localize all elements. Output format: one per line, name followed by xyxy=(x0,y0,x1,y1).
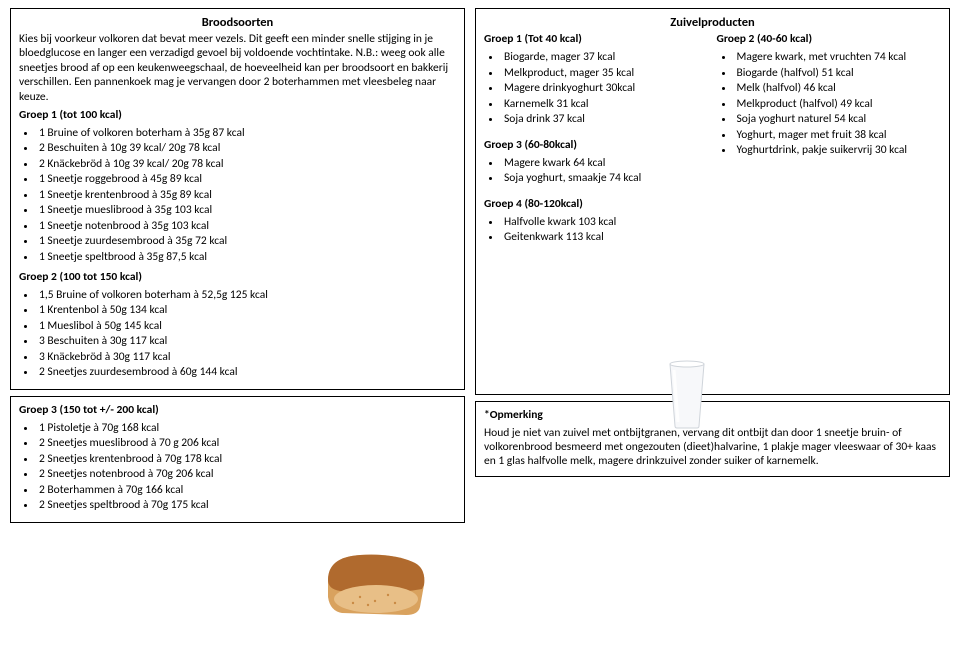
dairy-right-col: Groep 2 (40-60 kcal) Magere kwark, met v… xyxy=(717,32,942,246)
list-item: 1 Pistoletje à 70g 168 kcal xyxy=(37,421,456,437)
bread-g2-head: Groep 2 (100 tot 150 kcal) xyxy=(19,270,456,284)
list-item: 1 Sneetje mueslibrood à 35g 103 kcal xyxy=(37,203,456,219)
list-item: 2 Sneetjes zuurdesembrood à 60g 144 kcal xyxy=(37,365,456,381)
list-item: 2 Sneetjes notenbrood à 70g 206 kcal xyxy=(37,467,456,483)
list-item: Magere kwark 64 kcal xyxy=(502,156,709,172)
list-item: 3 Knäckebröd à 30g 117 kcal xyxy=(37,350,456,366)
list-item: 2 Sneetjes mueslibrood à 70 g 206 kcal xyxy=(37,436,456,452)
list-item: 1,5 Bruine of volkoren boterham à 52,5g … xyxy=(37,288,456,304)
list-item: 1 Sneetje zuurdesembrood à 35g 72 kcal xyxy=(37,234,456,250)
list-item: Soja yoghurt, smaakje 74 kcal xyxy=(502,171,709,187)
dairy-column: Zuivelproducten Groep 1 (Tot 40 kcal) Bi… xyxy=(475,8,950,523)
dairy-g3-head: Groep 3 (60-80kcal) xyxy=(484,138,709,152)
dairy-row: Groep 1 (Tot 40 kcal) Biogarde, mager 37… xyxy=(484,32,941,246)
bread-column: Broodsoorten Kies bij voorkeur volkoren … xyxy=(10,8,465,523)
dairy-g2-list: Magere kwark, met vruchten 74 kcal Bioga… xyxy=(717,50,942,159)
dairy-g4-head: Groep 4 (80-120kcal) xyxy=(484,197,709,211)
list-item: Biogarde (halfvol) 51 kcal xyxy=(735,66,942,82)
bread-g3-head: Groep 3 (150 tot +/- 200 kcal) xyxy=(19,403,456,417)
dairy-g3-list: Magere kwark 64 kcal Soja yoghurt, smaak… xyxy=(484,156,709,187)
list-item: 2 Sneetjes krentenbrood à 70g 178 kcal xyxy=(37,452,456,468)
bread-slice-icon xyxy=(320,545,430,620)
dairy-title: Zuivelproducten xyxy=(484,15,941,30)
list-item: 1 Bruine of volkoren boterham à 35g 87 k… xyxy=(37,126,456,142)
note-box: *Opmerking Houd je niet van zuivel met o… xyxy=(475,401,950,477)
list-item: 1 Mueslibol à 50g 145 kcal xyxy=(37,319,456,335)
list-item: 3 Beschuiten à 30g 117 kcal xyxy=(37,334,456,350)
list-item: 1 Sneetje krentenbrood à 35g 89 kcal xyxy=(37,188,456,204)
list-item: Soja drink 37 kcal xyxy=(502,112,709,128)
dairy-box: Zuivelproducten Groep 1 (Tot 40 kcal) Bi… xyxy=(475,8,950,395)
list-item: 2 Beschuiten à 10g 39 kcal/ 20g 78 kcal xyxy=(37,141,456,157)
dairy-g1-head: Groep 1 (Tot 40 kcal) xyxy=(484,32,709,46)
bread-g1-list: 1 Bruine of volkoren boterham à 35g 87 k… xyxy=(19,126,456,266)
dairy-g2-head: Groep 2 (40-60 kcal) xyxy=(717,32,942,46)
bread-intro: Kies bij voorkeur volkoren dat bevat mee… xyxy=(19,32,456,104)
list-item: Magere kwark, met vruchten 74 kcal xyxy=(735,50,942,66)
note-head: *Opmerking xyxy=(484,408,941,422)
list-item: Yoghurtdrink, pakje suikervrij 30 kcal xyxy=(735,143,942,159)
list-item: 2 Knäckebröd à 10g 39 kcal/ 20g 78 kcal xyxy=(37,157,456,173)
page: Broodsoorten Kies bij voorkeur volkoren … xyxy=(10,8,950,523)
list-item: Soja yoghurt naturel 54 kcal xyxy=(735,112,942,128)
list-item: Yoghurt, mager met fruit 38 kcal xyxy=(735,128,942,144)
list-item: Melk (halfvol) 46 kcal xyxy=(735,81,942,97)
list-item: 1 Sneetje notenbrood à 35g 103 kcal xyxy=(37,219,456,235)
note-text: Houd je niet van zuivel met ontbijtgrane… xyxy=(484,426,941,468)
bread-g3-list: 1 Pistoletje à 70g 168 kcal 2 Sneetjes m… xyxy=(19,421,456,514)
dairy-left-col: Groep 1 (Tot 40 kcal) Biogarde, mager 37… xyxy=(484,32,709,246)
list-item: Halfvolle kwark 103 kcal xyxy=(502,215,709,231)
bread-box-1: Broodsoorten Kies bij voorkeur volkoren … xyxy=(10,8,465,390)
list-item: Biogarde, mager 37 kcal xyxy=(502,50,709,66)
list-item: Melkproduct (halfvol) 49 kcal xyxy=(735,97,942,113)
list-item: Magere drinkyoghurt 30kcal xyxy=(502,81,709,97)
list-item: 1 Krentenbol à 50g 134 kcal xyxy=(37,303,456,319)
bread-g2-list: 1,5 Bruine of volkoren boterham à 52,5g … xyxy=(19,288,456,381)
bread-g1-head: Groep 1 (tot 100 kcal) xyxy=(19,108,456,122)
dairy-g4-list: Halfvolle kwark 103 kcal Geitenkwark 113… xyxy=(484,215,709,246)
list-item: Geitenkwark 113 kcal xyxy=(502,230,709,246)
list-item: 1 Sneetje speltbrood à 35g 87,5 kcal xyxy=(37,250,456,266)
list-item: Karnemelk 31 kcal xyxy=(502,97,709,113)
list-item: 1 Sneetje roggebrood à 45g 89 kcal xyxy=(37,172,456,188)
list-item: 2 Boterhammen à 70g 166 kcal xyxy=(37,483,456,499)
bread-title: Broodsoorten xyxy=(19,15,456,30)
list-item: 2 Sneetjes speltbrood à 70g 175 kcal xyxy=(37,498,456,514)
dairy-g1-list: Biogarde, mager 37 kcal Melkproduct, mag… xyxy=(484,50,709,128)
list-item: Melkproduct, mager 35 kcal xyxy=(502,66,709,82)
milk-glass-icon xyxy=(664,360,710,430)
bread-box-2: Groep 3 (150 tot +/- 200 kcal) 1 Pistole… xyxy=(10,396,465,523)
